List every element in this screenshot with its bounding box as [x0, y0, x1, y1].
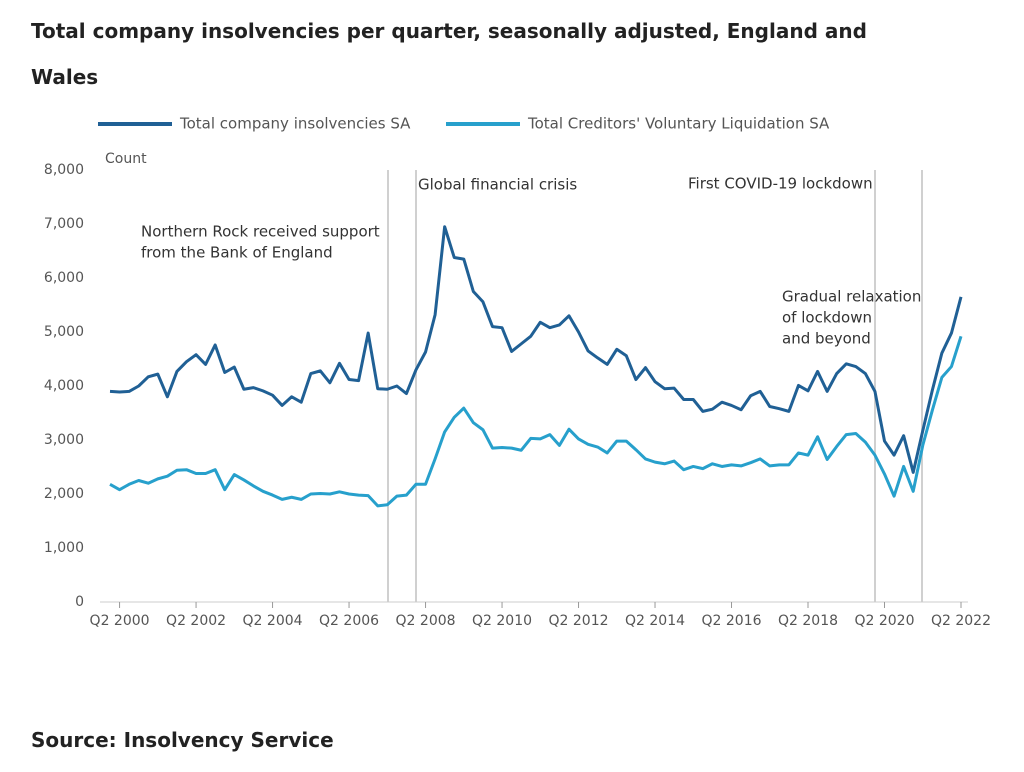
x-tick-label: Q2 2000: [90, 613, 150, 629]
annotation: of lockdown: [782, 309, 872, 327]
y-tick-label: 5,000: [44, 324, 84, 340]
x-tick-label: Q2 2020: [854, 613, 914, 629]
y-tick-label: 4,000: [44, 378, 84, 394]
x-tick-label: Q2 2022: [931, 613, 991, 629]
y-tick-label: 8,000: [44, 162, 84, 178]
series-line: [109, 225, 963, 474]
x-tick-label: Q2 2016: [702, 613, 762, 629]
y-tick-label: 7,000: [44, 216, 84, 232]
x-tick-label: Q2 2014: [625, 613, 685, 629]
y-tick-label: 3,000: [44, 432, 84, 448]
y-tick-label: 2,000: [44, 486, 84, 502]
legend-label: Total company insolvencies SA: [179, 115, 411, 133]
annotation: First COVID-19 lockdown: [688, 175, 873, 193]
x-tick-label: Q2 2008: [396, 613, 456, 629]
x-tick-label: Q2 2006: [319, 613, 379, 629]
y-axis-label: Count: [105, 151, 147, 167]
y-tick-label: 1,000: [44, 540, 84, 556]
annotation: and beyond: [782, 330, 871, 348]
x-tick-label: Q2 2004: [243, 613, 303, 629]
annotation: Gradual relaxation: [782, 288, 921, 306]
annotation: Northern Rock received support: [141, 223, 380, 241]
x-tick-label: Q2 2002: [166, 613, 226, 629]
annotation: Global financial crisis: [418, 176, 577, 194]
y-tick-label: 6,000: [44, 270, 84, 286]
x-tick-label: Q2 2012: [549, 613, 609, 629]
x-tick-label: Q2 2018: [778, 613, 838, 629]
legend-label: Total Creditors' Voluntary Liquidation S…: [527, 115, 830, 133]
y-tick-label: 0: [75, 594, 84, 610]
chart-title: Total company insolvencies per quarter, …: [31, 19, 867, 89]
series-line: [109, 335, 963, 508]
source: Source: Insolvency Service: [31, 728, 334, 752]
x-tick-label: Q2 2010: [472, 613, 532, 629]
annotation: from the Bank of England: [141, 244, 333, 262]
